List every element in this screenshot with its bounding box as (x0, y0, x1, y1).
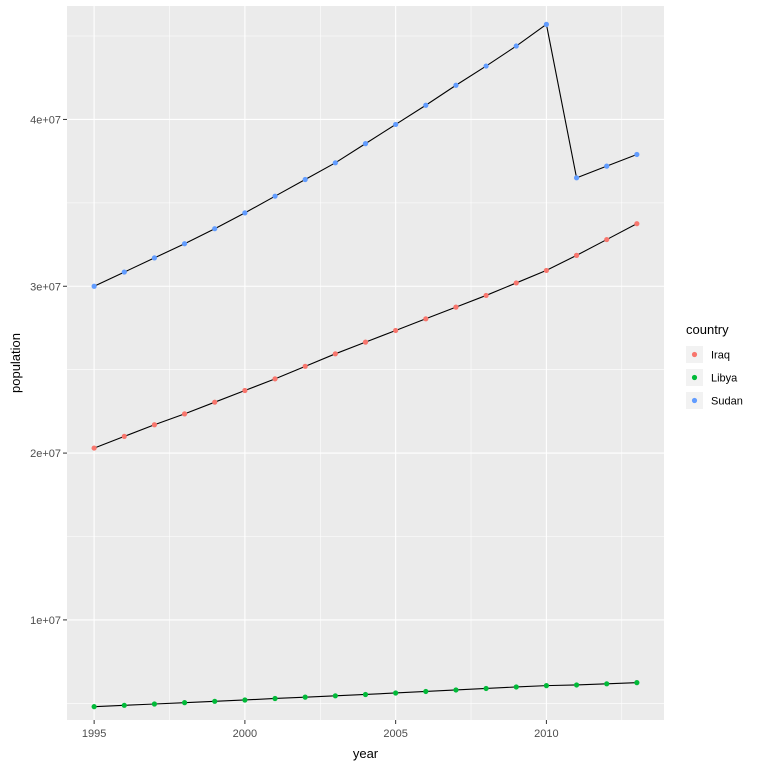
y-tick-label: 3e+07 (30, 281, 61, 293)
data-point-sudan (453, 82, 459, 88)
data-point-iraq (573, 252, 580, 258)
data-point-libya (91, 704, 97, 710)
data-point-iraq (181, 411, 188, 417)
x-tick-label: 1995 (82, 728, 106, 740)
data-point-libya (573, 682, 580, 688)
y-axis: 1e+07 2e+07 3e+07 4e+07 (30, 114, 67, 627)
data-point-sudan (91, 283, 97, 289)
data-point-libya (151, 701, 158, 707)
data-point-iraq (302, 363, 308, 369)
legend-label-libya: Libya (711, 373, 738, 385)
data-point-iraq (453, 304, 459, 310)
data-point-sudan (513, 43, 519, 49)
data-point-sudan (604, 163, 610, 169)
x-tick-label: 2000 (233, 728, 257, 740)
data-point-libya (634, 680, 640, 686)
data-point-sudan (634, 151, 640, 158)
data-point-libya (393, 690, 399, 696)
data-point-iraq (483, 292, 489, 299)
data-point-iraq (362, 339, 369, 345)
data-point-sudan (483, 63, 489, 69)
data-point-libya (483, 685, 489, 692)
x-tick-label: 2010 (534, 728, 558, 740)
data-point-sudan (212, 226, 218, 232)
data-point-sudan (242, 210, 248, 216)
data-point-iraq (151, 422, 158, 428)
data-point-libya (423, 688, 429, 695)
data-point-libya (181, 700, 188, 706)
data-point-sudan (121, 269, 127, 275)
data-point-libya (453, 687, 459, 693)
data-point-iraq (121, 433, 127, 440)
legend-title: country (686, 322, 729, 337)
data-point-libya (121, 702, 127, 708)
data-point-sudan (393, 121, 399, 128)
series-points (91, 21, 640, 710)
data-point-sudan (302, 176, 308, 183)
grid-minor (67, 6, 664, 720)
legend-marker-libya (691, 374, 698, 381)
data-point-libya (302, 694, 308, 700)
data-point-iraq (423, 316, 429, 322)
data-point-sudan (181, 241, 188, 247)
data-point-iraq (212, 399, 218, 405)
data-point-libya (212, 698, 218, 704)
y-axis-title: population (8, 333, 23, 393)
x-tick-label: 2005 (383, 728, 407, 740)
data-point-libya (604, 681, 610, 687)
x-axis-title: year (353, 746, 379, 761)
data-point-sudan (362, 141, 369, 147)
data-point-sudan (272, 193, 278, 199)
plot-panel (67, 6, 664, 720)
data-point-iraq (242, 387, 248, 394)
legend-label-iraq: Iraq (711, 350, 730, 362)
data-point-sudan (332, 160, 338, 166)
y-tick-label: 2e+07 (30, 448, 61, 460)
y-tick-label: 4e+07 (30, 114, 61, 126)
data-point-libya (272, 695, 278, 702)
data-point-iraq (91, 445, 97, 451)
data-point-libya (242, 697, 248, 703)
data-point-iraq (634, 221, 640, 227)
data-point-sudan (423, 102, 429, 108)
data-point-libya (332, 693, 338, 699)
data-point-libya (362, 691, 369, 698)
x-axis: 1995 2000 2005 2010 (82, 720, 559, 740)
legend: country Iraq Libya Sudan (686, 322, 743, 409)
legend-marker-sudan (691, 397, 698, 404)
data-point-iraq (543, 267, 550, 274)
y-tick-label: 1e+07 (30, 615, 61, 627)
data-point-iraq (513, 280, 519, 286)
data-point-sudan (151, 255, 158, 261)
legend-marker-iraq (691, 351, 698, 358)
data-point-iraq (604, 236, 610, 243)
data-point-iraq (393, 327, 399, 334)
data-point-sudan (573, 175, 580, 181)
data-point-libya (543, 683, 550, 689)
data-point-iraq (332, 351, 338, 357)
data-point-iraq (272, 376, 278, 382)
data-point-sudan (543, 21, 550, 27)
legend-label-sudan: Sudan (711, 396, 743, 408)
data-point-libya (513, 684, 519, 690)
